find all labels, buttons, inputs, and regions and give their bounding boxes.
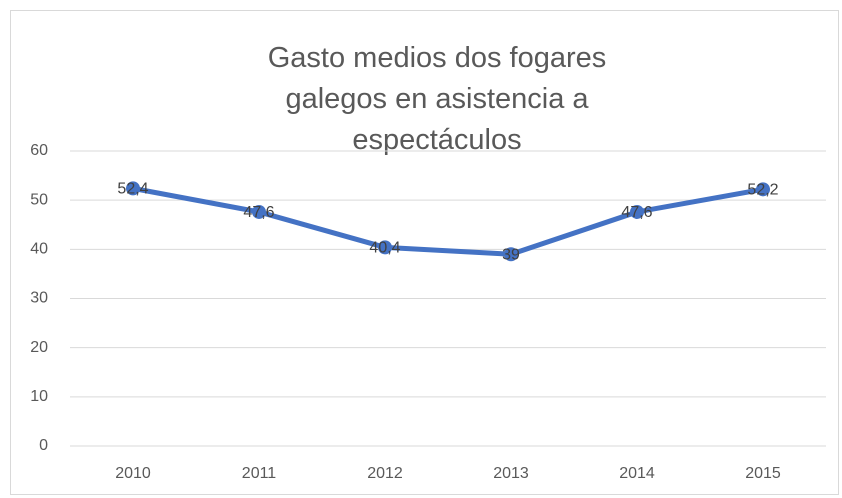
x-tick-label: 2012 xyxy=(367,465,403,482)
x-tick-label: 2010 xyxy=(115,465,151,482)
x-tick-label: 2013 xyxy=(493,465,529,482)
data-label: 39 xyxy=(502,246,520,263)
y-tick-label: 30 xyxy=(30,290,48,307)
y-tick-label: 40 xyxy=(30,241,48,258)
chart-border xyxy=(10,10,839,495)
y-tick-label: 60 xyxy=(30,142,48,159)
data-point xyxy=(252,204,266,219)
data-point xyxy=(756,182,770,197)
y-tick-label: 10 xyxy=(30,388,48,405)
y-tick-label: 0 xyxy=(39,437,48,454)
data-label: 47,6 xyxy=(243,204,274,221)
x-tick-label: 2014 xyxy=(619,465,655,482)
data-label: 40,4 xyxy=(369,240,400,257)
x-tick-label: 2015 xyxy=(745,465,781,482)
y-tick-label: 50 xyxy=(30,191,48,208)
data-label: 52,4 xyxy=(117,181,148,198)
data-point xyxy=(126,181,140,196)
data-point xyxy=(630,204,644,219)
y-tick-label: 20 xyxy=(30,339,48,356)
data-label: 52,2 xyxy=(747,182,778,199)
data-point xyxy=(504,247,518,262)
x-tick-label: 2011 xyxy=(242,465,277,482)
data-label: 47,6 xyxy=(621,204,652,221)
series-line xyxy=(130,185,766,257)
data-point xyxy=(378,240,392,255)
